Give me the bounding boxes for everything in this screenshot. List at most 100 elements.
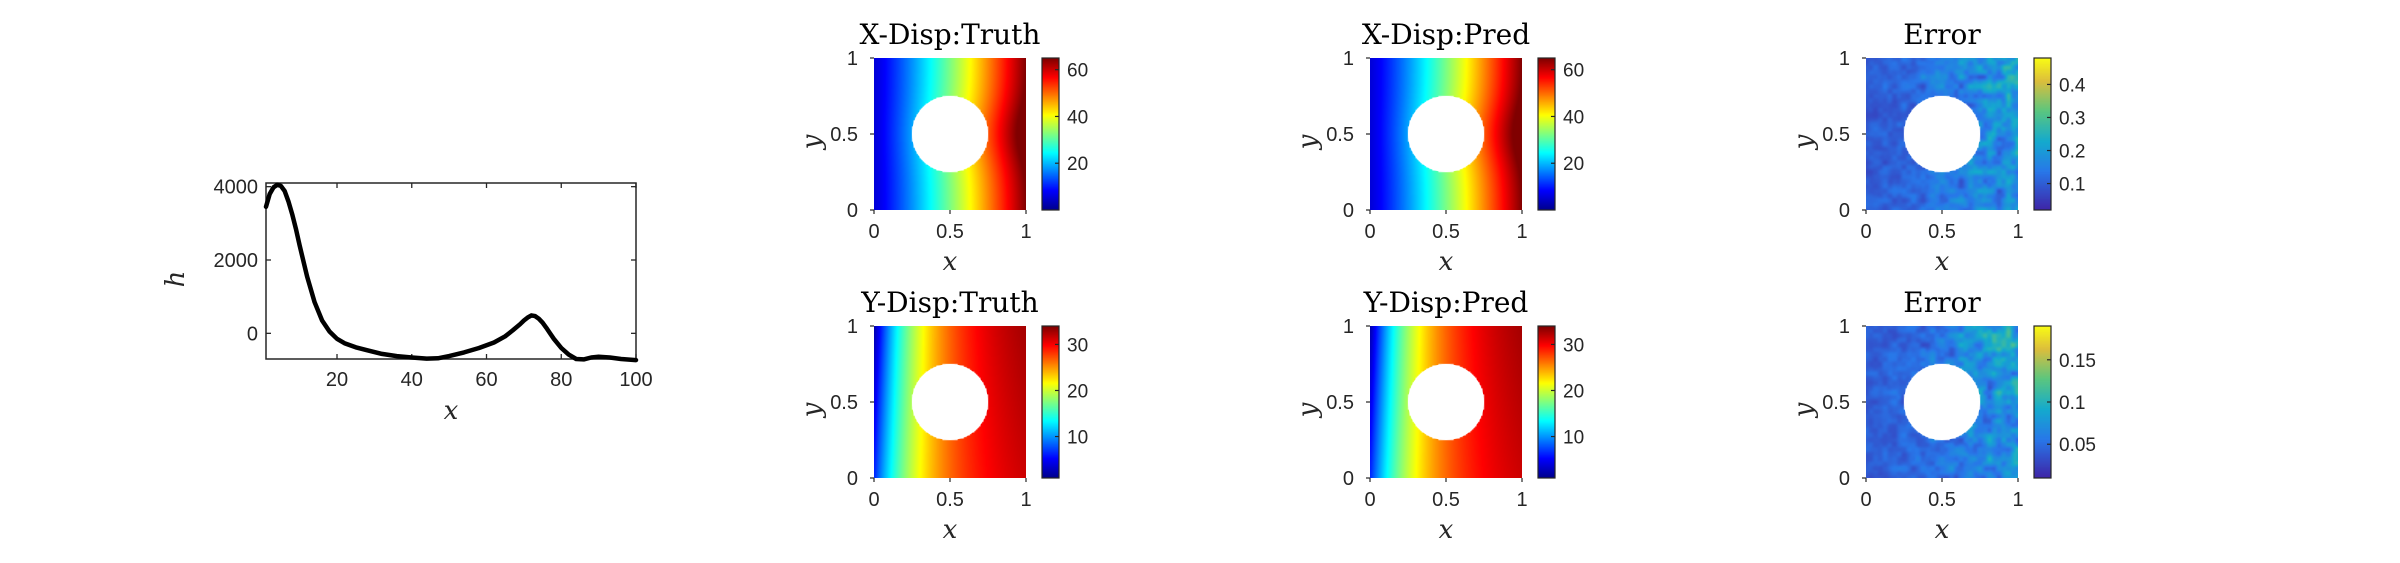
x-tick-label: 0.5 bbox=[1928, 489, 1956, 511]
y-tick-label: 0 bbox=[1343, 200, 1354, 222]
x-tick-label: 0.5 bbox=[936, 489, 964, 511]
colorbar-tick-label: 30 bbox=[1067, 335, 1088, 356]
colorbar-tick-label: 0.1 bbox=[2059, 175, 2085, 196]
y-axis-label: y bbox=[1789, 134, 1819, 150]
colorbar-tick-label: 40 bbox=[1563, 107, 1584, 128]
y-tick-label: 0 bbox=[1839, 200, 1850, 222]
hole-circle bbox=[1408, 96, 1484, 172]
y-tick-label: 0 bbox=[247, 323, 258, 345]
colorbar-tick-label: 20 bbox=[1067, 381, 1088, 402]
y-tick-label: 1 bbox=[847, 48, 858, 70]
colorbar-tick-label: 20 bbox=[1067, 154, 1088, 175]
colorbar-tick-label: 20 bbox=[1563, 154, 1584, 175]
y-tick-label: 0.5 bbox=[1326, 124, 1354, 146]
x-tick-label: 0.5 bbox=[1432, 221, 1460, 243]
x-tick-label: 100 bbox=[619, 369, 652, 391]
hole-circle bbox=[1408, 364, 1484, 440]
y-axis-label: h bbox=[161, 271, 191, 288]
x-tick-label: 0 bbox=[1364, 489, 1375, 511]
y-axis-label: y bbox=[797, 134, 827, 150]
colorbar-gradient bbox=[2034, 326, 2051, 478]
x-tick-label: 0 bbox=[1860, 489, 1871, 511]
y-tick-label: 0.5 bbox=[830, 392, 858, 414]
x-tick-label: 0 bbox=[868, 489, 879, 511]
x-axis-label: x bbox=[1439, 247, 1454, 277]
x-tick-label: 0.5 bbox=[1432, 489, 1460, 511]
x-tick-label: 1 bbox=[1020, 221, 1031, 243]
panel-title: Error bbox=[1903, 286, 1981, 319]
colorbar-frame bbox=[1537, 325, 1556, 479]
series-line-h bbox=[263, 182, 639, 363]
colorbar-gradient bbox=[2034, 58, 2051, 210]
plot-area-frame bbox=[265, 182, 637, 360]
colorbar-tick-label: 60 bbox=[1563, 61, 1584, 82]
colorbar-tick-label: 0.1 bbox=[2059, 393, 2085, 414]
x-axis-label: x bbox=[1935, 515, 1950, 545]
panel-title: Y-Disp:Pred bbox=[1363, 286, 1529, 319]
x-axis-label: x bbox=[1439, 515, 1454, 545]
x-tick-label: 80 bbox=[550, 369, 572, 391]
x-axis-label: x bbox=[943, 515, 958, 545]
x-tick-label: 40 bbox=[401, 369, 423, 391]
y-tick-label: 1 bbox=[847, 316, 858, 338]
x-tick-label: 20 bbox=[326, 369, 348, 391]
colorbar-frame bbox=[1537, 57, 1556, 211]
y-tick-label: 0 bbox=[847, 468, 858, 490]
panel-title: X-Disp:Truth bbox=[860, 18, 1041, 51]
heatmap-x-disp-truth: X-Disp:Truth 0 0.5 1 0 0.5 1 x y 20 40 60 bbox=[797, 18, 1088, 277]
x-tick-label: 0 bbox=[868, 221, 879, 243]
colorbar-tick-label: 10 bbox=[1067, 428, 1088, 449]
hole-circle bbox=[1904, 96, 1980, 172]
y-tick-label: 0.5 bbox=[1326, 392, 1354, 414]
colorbar-frame bbox=[1041, 325, 1060, 479]
colorbar-tick-label: 0.2 bbox=[2059, 142, 2085, 163]
y-tick-label: 0.5 bbox=[830, 124, 858, 146]
y-tick-label: 0 bbox=[1839, 468, 1850, 490]
hole-circle bbox=[912, 364, 988, 440]
x-tick-label: 0.5 bbox=[1928, 221, 1956, 243]
y-tick-label: 1 bbox=[1839, 316, 1850, 338]
heatmap-x-disp-pred: X-Disp:Pred 0 0.5 1 0 0.5 1 x y 20 40 60 bbox=[1293, 18, 1584, 277]
heatmap-y-disp-error: Error 0 0.5 1 0 0.5 1 x y 0.05 0.1 0.15 bbox=[1789, 286, 2096, 545]
x-tick-label: 60 bbox=[475, 369, 497, 391]
colorbar-tick-label: 10 bbox=[1563, 428, 1584, 449]
panel-title: Y-Disp:Truth bbox=[860, 286, 1038, 319]
hole-circle bbox=[912, 96, 988, 172]
x-tick-label: 0 bbox=[1364, 221, 1375, 243]
x-tick-label: 1 bbox=[1516, 221, 1527, 243]
line-plot-h-vs-x: 20 40 60 80 100 0 2000 4000 x h bbox=[161, 177, 653, 426]
x-tick-label: 1 bbox=[1020, 489, 1031, 511]
colorbar-frame bbox=[2033, 57, 2052, 211]
y-axis-label: y bbox=[1293, 134, 1323, 150]
x-tick-label: 1 bbox=[2012, 489, 2023, 511]
x-axis-label: x bbox=[943, 247, 958, 277]
x-tick-label: 1 bbox=[2012, 221, 2023, 243]
y-tick-label: 0 bbox=[1343, 468, 1354, 490]
colorbar-tick-label: 0.3 bbox=[2059, 108, 2085, 129]
colorbar-gradient bbox=[1042, 326, 1059, 478]
y-tick-label: 1 bbox=[1343, 48, 1354, 70]
x-axis-label: x bbox=[1935, 247, 1950, 277]
colorbar-tick-label: 60 bbox=[1067, 61, 1088, 82]
y-tick-label: 4000 bbox=[214, 177, 259, 199]
y-axis-label: y bbox=[1789, 402, 1819, 418]
panel-title: Error bbox=[1903, 18, 1981, 51]
x-tick-label: 0.5 bbox=[936, 221, 964, 243]
y-axis-label: y bbox=[797, 402, 827, 418]
colorbar-tick-label: 0.4 bbox=[2059, 75, 2086, 96]
colorbar-gradient bbox=[1538, 58, 1555, 210]
colorbar-frame bbox=[1041, 57, 1060, 211]
x-tick-label: 0 bbox=[1860, 221, 1871, 243]
y-tick-label: 0.5 bbox=[1822, 392, 1850, 414]
colorbar-gradient bbox=[1538, 326, 1555, 478]
y-axis-label: y bbox=[1293, 402, 1323, 418]
hole-circle bbox=[1904, 364, 1980, 440]
y-tick-label: 0 bbox=[847, 200, 858, 222]
x-axis-label: x bbox=[444, 396, 459, 426]
colorbar-tick-label: 20 bbox=[1563, 381, 1584, 402]
heatmap-x-disp-error: Error 0 0.5 1 0 0.5 1 x y 0.1 0.2 0.3 0.4 bbox=[1789, 18, 2086, 277]
colorbar-tick-label: 0.15 bbox=[2059, 351, 2096, 372]
